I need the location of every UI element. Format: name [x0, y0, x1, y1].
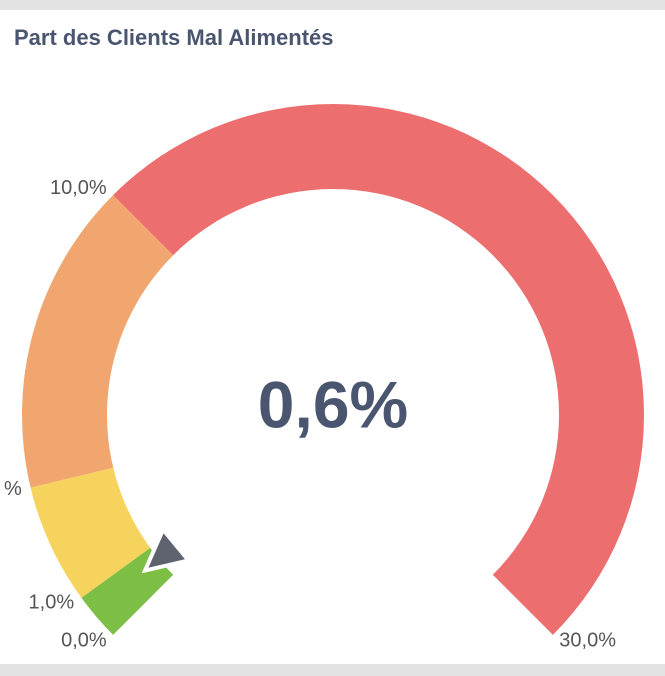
tick-label: 0,0% — [61, 630, 107, 652]
gauge-value: 0,6% — [258, 367, 408, 441]
tick-label: % — [4, 478, 22, 500]
chart-title: Part des Clients Mal Alimentés — [14, 25, 334, 50]
gauge-band — [30, 467, 151, 598]
needle — [141, 525, 193, 574]
gauge-band — [113, 104, 644, 635]
tick-label: 10,0% — [50, 177, 107, 199]
tick-label: 30,0% — [559, 630, 616, 652]
tick-label: 1,0% — [29, 591, 75, 613]
gauge-band — [21, 195, 174, 488]
